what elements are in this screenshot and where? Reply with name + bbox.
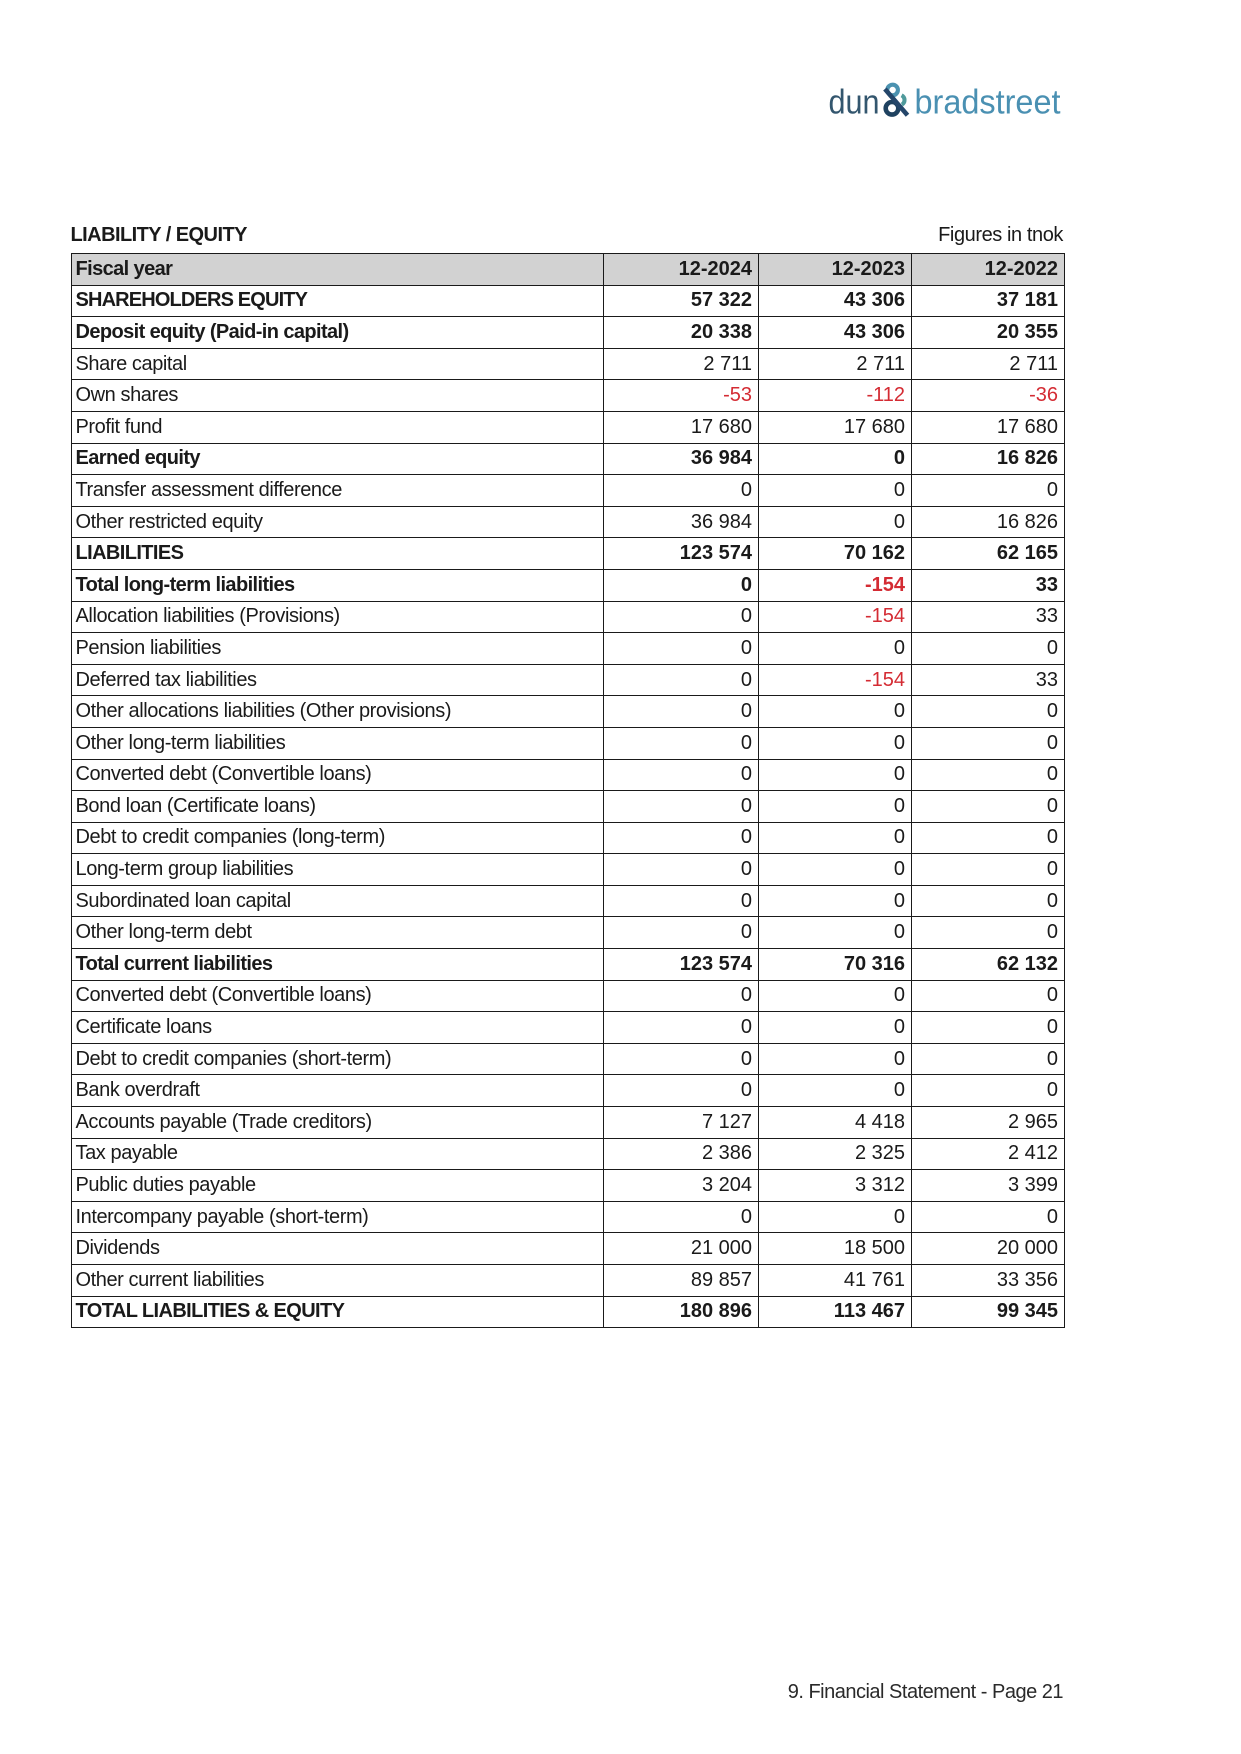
svg-text:dun: dun <box>829 84 880 122</box>
svg-text:bradstreet: bradstreet <box>915 84 1062 122</box>
